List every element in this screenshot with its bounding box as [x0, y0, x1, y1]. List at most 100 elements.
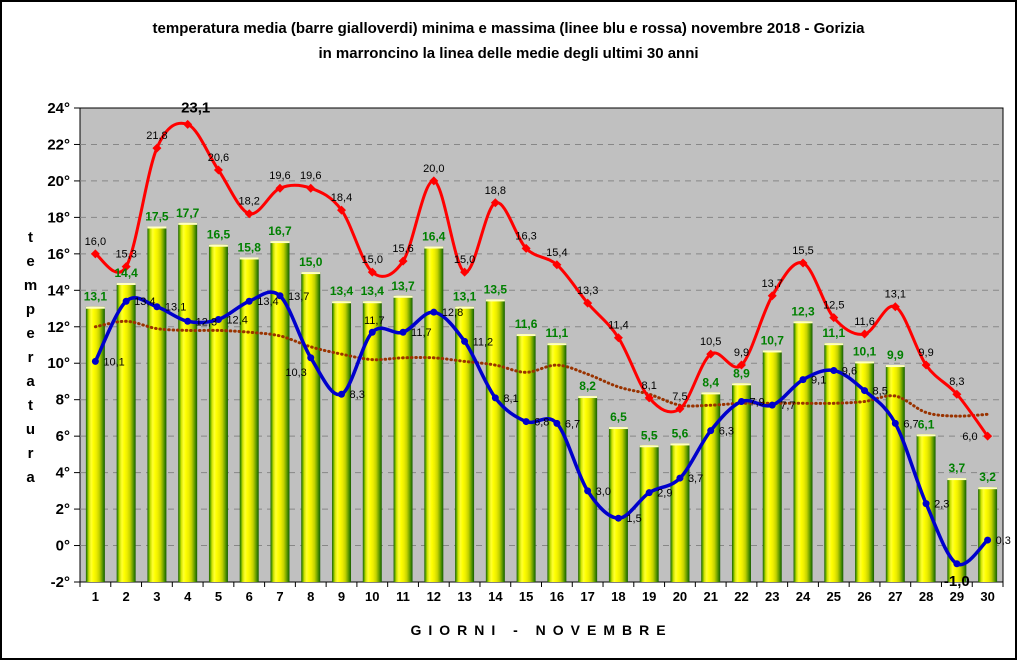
min-value-label: 8,5 — [873, 386, 888, 398]
min-point — [922, 500, 930, 508]
min-point — [553, 419, 561, 427]
min-point — [214, 315, 222, 323]
max-value-label: 19,6 — [300, 170, 321, 182]
bar-value-label: 6,5 — [610, 410, 627, 424]
bar — [916, 434, 936, 582]
min-point — [707, 427, 715, 435]
max-point — [552, 260, 562, 270]
y-tick-label: 12° — [47, 319, 70, 336]
x-tick-label: 20 — [673, 589, 687, 604]
min-point — [91, 357, 99, 365]
max-value-label: 21,8 — [146, 130, 167, 142]
min-value-label: 6,7 — [903, 418, 918, 430]
bar-value-label: 6,1 — [918, 417, 935, 431]
max-point — [983, 431, 993, 441]
min-value-label: 0,3 — [996, 535, 1011, 547]
max-value-label: 8,1 — [642, 380, 657, 392]
max-value-label: 13,1 — [885, 289, 906, 301]
bar-value-label: 10,1 — [853, 344, 877, 358]
max-value-label: 15,0 — [454, 254, 475, 266]
x-tick-label: 9 — [338, 589, 345, 604]
bar-value-label: 9,9 — [887, 348, 904, 362]
x-tick-label: 7 — [276, 589, 283, 604]
y-tick-label: 16° — [47, 246, 70, 263]
min-value-label: 6,7 — [565, 418, 580, 430]
max-point — [583, 298, 593, 308]
x-tick-label: 4 — [184, 589, 192, 604]
x-tick-label: 8 — [307, 589, 314, 604]
bar-top-highlight — [639, 445, 659, 448]
max-point — [183, 119, 193, 129]
x-tick-label: 26 — [857, 589, 871, 604]
bar — [516, 334, 536, 582]
y-axis-title: temperatura — [22, 229, 39, 493]
bar-top-highlight — [885, 365, 905, 368]
max-value-label: 15,6 — [392, 243, 413, 255]
x-tick-label: 12 — [427, 589, 441, 604]
bar-value-label: 8,9 — [733, 366, 750, 380]
bar-value-label: 5,6 — [672, 426, 689, 440]
max-value-label: 11,6 — [854, 316, 875, 328]
max-value-label: 19,6 — [269, 170, 290, 182]
bar — [393, 295, 413, 582]
max-value-label: 18,8 — [485, 185, 506, 197]
bar — [178, 222, 198, 582]
bar-top-highlight — [270, 241, 290, 244]
max-value-label: 20,6 — [208, 152, 229, 164]
bar-value-label: 11,1 — [822, 326, 845, 340]
chart-title: temperatura media (barre gialloverdi) mi… — [2, 16, 1015, 66]
y-tick-label: -2° — [51, 574, 70, 591]
bar-top-highlight — [670, 443, 690, 446]
y-tick-label: 20° — [47, 173, 70, 190]
max-value-label: 13,7 — [762, 278, 783, 290]
bar-value-label: 14,4 — [114, 266, 138, 280]
max-point — [890, 302, 900, 312]
x-tick-label: 3 — [153, 589, 160, 604]
bar — [424, 246, 444, 583]
bar — [85, 306, 105, 582]
min-point — [799, 376, 807, 384]
min-value-label: 11,7 — [411, 327, 432, 339]
x-tick-label: 24 — [796, 589, 811, 604]
x-tick-label: 1 — [92, 589, 99, 604]
min-value-label: 11,7 — [364, 315, 385, 327]
data-labels: 13,1 14,4 17,5 17,7 16,5 15,8 16,7 15,0 13,4 13,4… — [84, 99, 1011, 589]
bar-top-highlight — [793, 321, 813, 324]
max-point — [613, 333, 623, 343]
bar-value-label: 5,5 — [641, 428, 658, 442]
y-tick-label: 6° — [56, 428, 70, 445]
bar-value-label: 13,7 — [391, 279, 415, 293]
min-point — [307, 354, 315, 362]
min-point — [399, 328, 407, 336]
bar-value-label: 17,7 — [176, 206, 200, 220]
bar — [301, 272, 321, 582]
bar — [547, 343, 567, 582]
min-point — [430, 308, 438, 316]
bar-top-highlight — [85, 306, 105, 309]
bar — [116, 283, 136, 582]
bar-value-label: 16,4 — [422, 230, 446, 244]
bar-top-highlight — [547, 343, 567, 346]
max-value-label: 15,3 — [115, 249, 136, 261]
bar-value-label: 16,7 — [268, 224, 292, 238]
max-point — [244, 209, 254, 219]
y-tick-label: 14° — [47, 282, 70, 299]
max-point — [767, 291, 777, 301]
min-value-label: 13,4 — [257, 296, 278, 308]
min-value-label: 9,1 — [811, 375, 826, 387]
min-point — [522, 418, 530, 426]
min-point — [768, 401, 776, 409]
bar — [855, 361, 875, 582]
x-tick-label: 2 — [123, 589, 130, 604]
min-value-label: 7,7 — [780, 400, 795, 412]
bar — [332, 301, 352, 582]
max-value-label: 9,9 — [734, 347, 749, 359]
bar-value-label: 13,4 — [361, 284, 385, 298]
min-value-label: 2,3 — [934, 499, 949, 511]
y-tick-label: 18° — [47, 209, 70, 226]
x-tick-label: 17 — [580, 589, 594, 604]
bar-top-highlight — [332, 301, 352, 304]
min-point — [953, 560, 961, 568]
bar-top-highlight — [208, 244, 228, 247]
x-tick-label: 16 — [550, 589, 564, 604]
